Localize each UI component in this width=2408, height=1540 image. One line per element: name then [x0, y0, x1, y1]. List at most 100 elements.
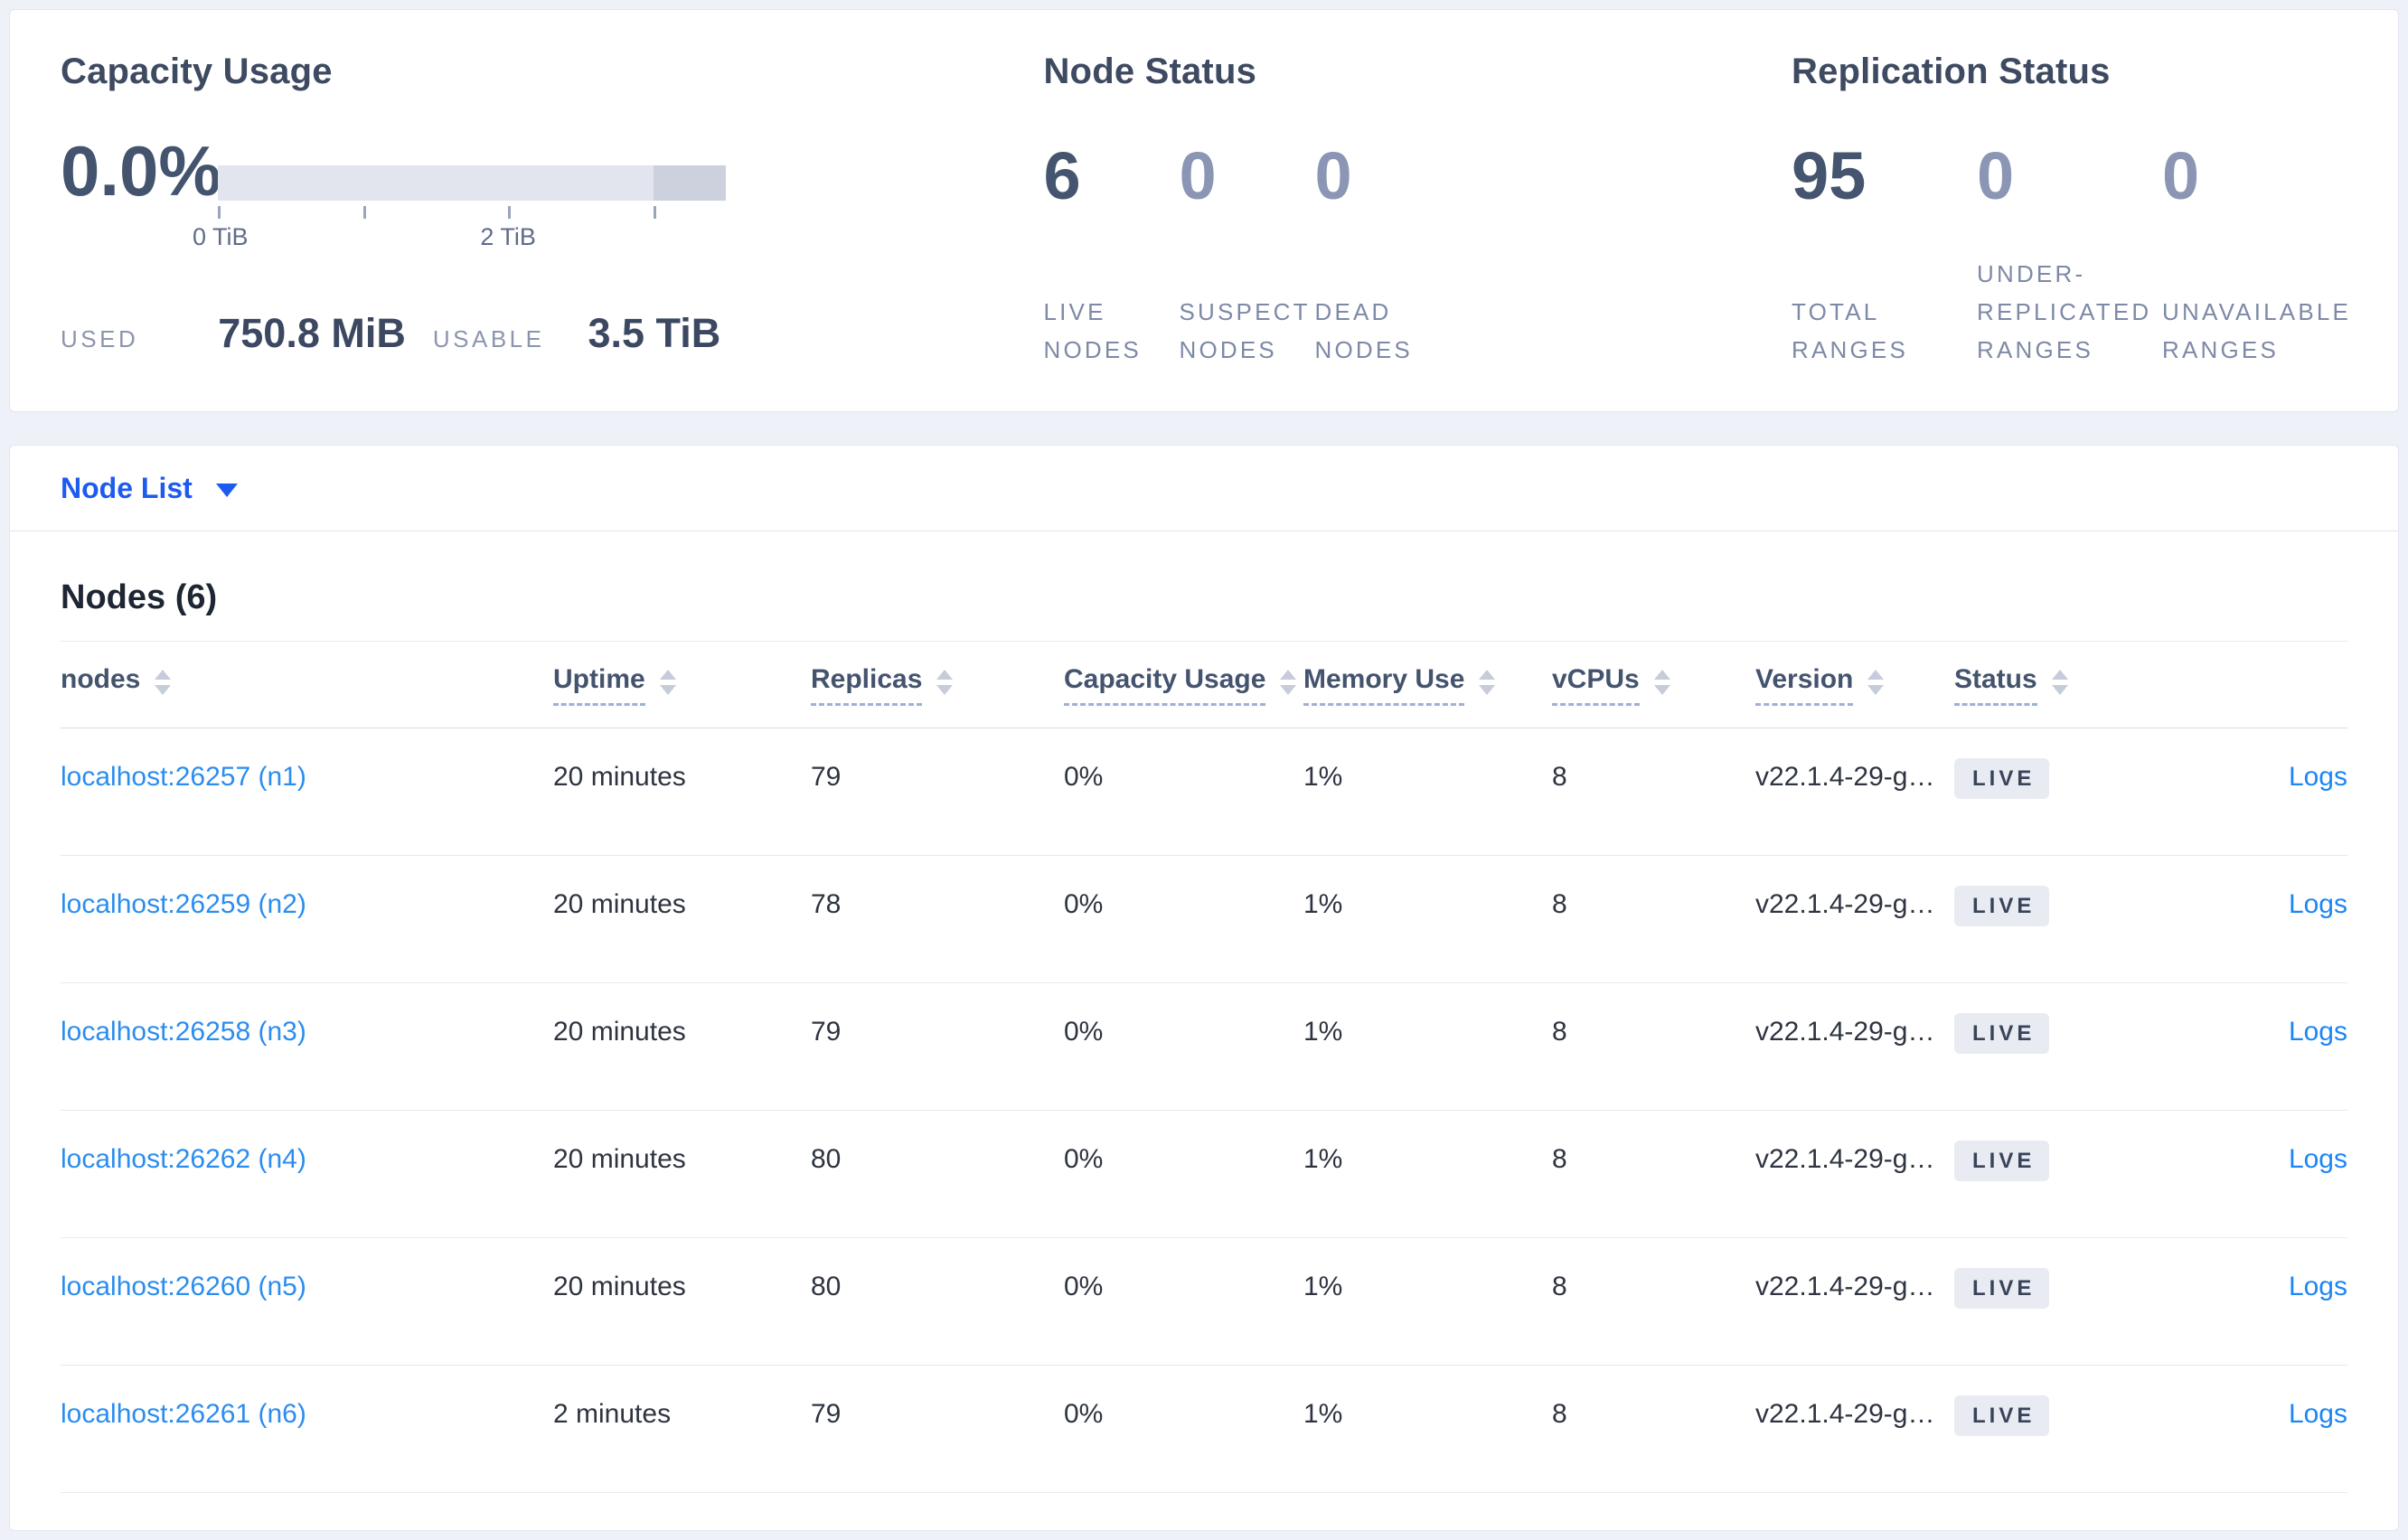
total-ranges-label: TOTAL RANGES: [1792, 297, 1909, 363]
column-header-capacity-usage[interactable]: Capacity Usage: [1064, 664, 1303, 706]
capacity-bar-tail-segment: [653, 165, 726, 201]
dead-nodes-label: DEAD NODES: [1314, 297, 1413, 363]
logs-link[interactable]: Logs: [2288, 762, 2347, 792]
sort-icon: [1654, 670, 1670, 695]
version-cell: v22.1.4-29-g…: [1755, 1144, 1935, 1174]
sort-icon: [660, 670, 676, 695]
sort-icon: [1479, 670, 1495, 695]
suspect-nodes-stat: 0 SUSPECT NODES: [1179, 143, 1314, 369]
under-replicated-ranges-label: UNDER-REPLICATED RANGES: [1977, 259, 2152, 363]
vcpus-cell: 8: [1552, 1399, 1567, 1429]
column-header-version[interactable]: Version: [1755, 664, 1954, 706]
total-ranges-stat: 95 TOTAL RANGES: [1792, 143, 1977, 369]
version-cell: v22.1.4-29-g…: [1755, 889, 1935, 919]
replicas-cell: 80: [811, 1144, 842, 1174]
column-header-nodes[interactable]: nodes: [61, 664, 553, 706]
replicas-cell: 79: [811, 762, 842, 792]
version-cell: v22.1.4-29-g…: [1755, 1017, 1935, 1047]
replicas-cell: 79: [811, 1399, 842, 1429]
logs-link[interactable]: Logs: [2288, 1144, 2347, 1174]
live-nodes-stat: 6 LIVE NODES: [1043, 143, 1179, 369]
node-list-dropdown-label: Node List: [61, 471, 193, 504]
column-header-memory-use[interactable]: Memory Use: [1303, 664, 1552, 706]
table-header-row: nodes Uptime Replicas Capacity Usage Mem…: [61, 641, 2347, 728]
vcpus-cell: 8: [1552, 889, 1567, 919]
node-link[interactable]: localhost:26262 (n4): [61, 1144, 306, 1174]
sort-icon: [155, 670, 171, 695]
nodes-table-title: Nodes (6): [61, 578, 218, 616]
axis-label-2tib: 2 TiB: [480, 223, 536, 250]
replication-status-section: Replication Status 95 TOTAL RANGES 0 UND…: [1792, 52, 2352, 411]
logs-link[interactable]: Logs: [2288, 889, 2347, 919]
capacity-usage-cell: 0%: [1064, 1017, 1104, 1047]
used-value: 750.8 MiB: [218, 310, 406, 356]
capacity-usage-cell: 0%: [1064, 1144, 1104, 1174]
vcpus-cell: 8: [1552, 1272, 1567, 1301]
version-cell: v22.1.4-29-g…: [1755, 762, 1935, 792]
sort-icon: [1867, 670, 1884, 695]
logs-link[interactable]: Logs: [2288, 1017, 2347, 1047]
table-row: localhost:26258 (n3) 20 minutes 79 0% 1%…: [61, 983, 2347, 1111]
column-header-uptime[interactable]: Uptime: [553, 664, 811, 706]
capacity-axis-ticks: [218, 206, 726, 220]
uptime-cell: 2 minutes: [553, 1399, 672, 1429]
capacity-usage-cell: 0%: [1064, 1272, 1104, 1301]
capacity-usage-cell: 0%: [1064, 762, 1104, 792]
node-link[interactable]: localhost:26257 (n1): [61, 762, 306, 792]
replicas-cell: 80: [811, 1272, 842, 1301]
logs-link[interactable]: Logs: [2288, 1272, 2347, 1301]
table-row: localhost:26261 (n6) 2 minutes 79 0% 1% …: [61, 1366, 2347, 1493]
sort-icon: [1280, 670, 1296, 695]
node-link[interactable]: localhost:26260 (n5): [61, 1272, 306, 1301]
capacity-usage-bar: 0 TiB 2 TiB: [193, 165, 726, 252]
status-badge: LIVE: [1954, 1013, 2050, 1054]
column-header-replicas[interactable]: Replicas: [811, 664, 1064, 706]
unavailable-ranges-label: UNAVAILABLE RANGES: [2162, 297, 2352, 363]
uptime-cell: 20 minutes: [553, 762, 686, 792]
suspect-nodes-value: 0: [1179, 138, 1217, 213]
table-row: localhost:26257 (n1) 20 minutes 79 0% 1%…: [61, 728, 2347, 856]
nodes-table-card: Nodes (6) nodes Uptime Replicas Capacity…: [9, 531, 2399, 1531]
node-link[interactable]: localhost:26259 (n2): [61, 889, 306, 919]
uptime-cell: 20 minutes: [553, 1144, 686, 1174]
caret-down-icon: [215, 483, 238, 497]
status-badge: LIVE: [1954, 1268, 2050, 1309]
capacity-usage-section: Capacity Usage 0.0% 0 TiB 2 TiB: [61, 52, 1043, 411]
node-link[interactable]: localhost:26261 (n6): [61, 1399, 306, 1429]
status-badge: LIVE: [1954, 1395, 2050, 1436]
under-replicated-ranges-value: 0: [1977, 138, 2015, 213]
unavailable-ranges-value: 0: [2162, 138, 2200, 213]
vcpus-cell: 8: [1552, 762, 1567, 792]
capacity-percent-value: 0.0%: [61, 131, 221, 211]
uptime-cell: 20 minutes: [553, 1017, 686, 1047]
vcpus-cell: 8: [1552, 1144, 1567, 1174]
under-replicated-ranges-stat: 0 UNDER-REPLICATED RANGES: [1977, 143, 2162, 369]
memory-use-cell: 1%: [1303, 1272, 1343, 1301]
memory-use-cell: 1%: [1303, 889, 1343, 919]
table-row: localhost:26259 (n2) 20 minutes 78 0% 1%…: [61, 856, 2347, 983]
node-link[interactable]: localhost:26258 (n3): [61, 1017, 306, 1047]
table-row: localhost:26262 (n4) 20 minutes 80 0% 1%…: [61, 1111, 2347, 1238]
dead-nodes-stat: 0 DEAD NODES: [1314, 143, 1450, 369]
live-nodes-label: LIVE NODES: [1043, 297, 1142, 363]
cluster-summary-panel: Capacity Usage 0.0% 0 TiB 2 TiB: [9, 9, 2399, 412]
total-ranges-value: 95: [1792, 138, 1867, 213]
column-header-status[interactable]: Status: [1954, 664, 2162, 706]
axis-label-0tib: 0 TiB: [193, 223, 249, 250]
uptime-cell: 20 minutes: [553, 1272, 686, 1301]
status-badge: LIVE: [1954, 758, 2050, 799]
logs-link[interactable]: Logs: [2288, 1399, 2347, 1429]
table-row: localhost:26260 (n5) 20 minutes 80 0% 1%…: [61, 1238, 2347, 1366]
status-badge: LIVE: [1954, 886, 2050, 926]
node-list-dropdown[interactable]: Node List: [61, 472, 238, 505]
usable-value: 3.5 TiB: [588, 310, 721, 356]
status-badge: LIVE: [1954, 1141, 2050, 1181]
replication-status-title: Replication Status: [1792, 52, 2111, 91]
column-header-vcpus[interactable]: vCPUs: [1552, 664, 1755, 706]
memory-use-cell: 1%: [1303, 1144, 1343, 1174]
suspect-nodes-label: SUSPECT NODES: [1179, 297, 1311, 363]
unavailable-ranges-stat: 0 UNAVAILABLE RANGES: [2162, 138, 2352, 369]
memory-use-cell: 1%: [1303, 1017, 1343, 1047]
capacity-usage-cell: 0%: [1064, 1399, 1104, 1429]
node-status-title: Node Status: [1043, 52, 1257, 91]
